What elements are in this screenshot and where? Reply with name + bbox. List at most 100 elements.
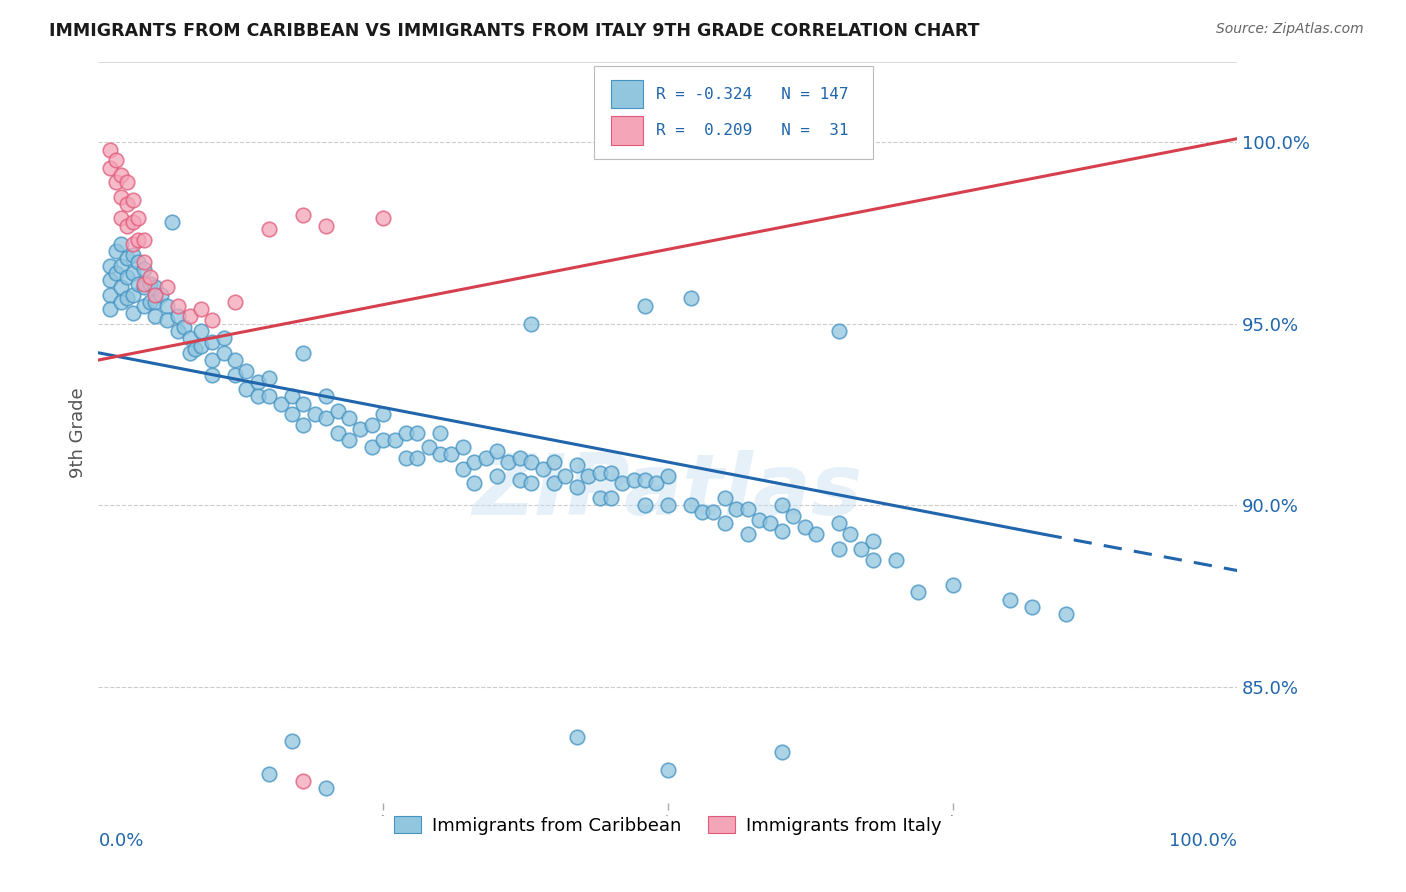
Point [246,389,269,403]
FancyBboxPatch shape [593,66,873,159]
Point [138,277,160,291]
Point [600,466,623,480]
Point [235,382,257,396]
Point [150,287,173,301]
Point [337,433,360,447]
Point [770,524,793,538]
Point [371,211,394,226]
Point [132,233,155,247]
Point [998,592,1021,607]
Point [554,469,576,483]
Point [498,455,520,469]
Point [132,262,155,277]
Point [121,215,143,229]
Point [190,338,212,352]
Point [132,299,155,313]
Point [304,408,326,422]
Point [839,527,862,541]
Point [201,313,224,327]
Point [429,425,451,440]
Point [156,280,179,294]
Point [565,480,588,494]
Point [395,425,418,440]
Point [714,516,737,531]
Point [770,498,793,512]
Point [451,462,474,476]
Point [360,440,382,454]
Point [531,462,554,476]
Point [884,552,907,566]
Point [184,342,207,356]
Point [406,425,429,440]
Point [782,509,804,524]
Point [828,516,851,531]
Point [98,302,121,317]
Text: 100.0%: 100.0% [1170,832,1237,850]
Point [127,277,149,291]
Point [440,447,463,461]
Point [281,408,304,422]
Point [634,498,657,512]
Point [98,287,121,301]
Point [474,450,496,465]
Point [98,143,121,157]
Point [162,215,184,229]
Text: R = -0.324   N = 147: R = -0.324 N = 147 [657,87,849,102]
Point [127,255,149,269]
Point [371,433,394,447]
Point [121,248,143,262]
Point [110,280,132,294]
Point [418,440,440,454]
Point [281,734,304,748]
Point [104,244,127,259]
Point [770,745,793,759]
Point [110,168,132,182]
Point [246,375,269,389]
Point [759,516,782,531]
Bar [612,117,643,145]
Point [645,476,668,491]
Point [292,418,315,433]
Y-axis label: 9th Grade: 9th Grade [69,387,87,478]
Point [115,291,138,305]
Point [384,433,406,447]
Point [190,324,212,338]
Point [138,269,160,284]
Point [315,781,337,796]
Point [104,175,127,189]
Point [121,236,143,251]
Point [463,476,485,491]
Point [132,255,155,269]
Point [121,287,143,301]
Point [115,219,138,233]
Point [115,197,138,211]
Point [145,287,167,301]
Point [520,476,543,491]
Point [565,731,588,745]
Point [406,450,429,465]
Point [520,317,543,331]
Point [371,408,394,422]
Point [623,473,645,487]
Point [828,541,851,556]
Point [634,299,657,313]
Point [737,527,759,541]
Point [942,578,965,592]
Point [127,211,149,226]
Point [156,299,179,313]
Point [235,364,257,378]
Point [588,491,610,505]
Text: R =  0.209   N =  31: R = 0.209 N = 31 [657,123,849,138]
Point [326,425,349,440]
Point [115,269,138,284]
Point [600,491,623,505]
Point [110,259,132,273]
Text: Source: ZipAtlas.com: Source: ZipAtlas.com [1216,22,1364,37]
Point [679,291,702,305]
Point [702,506,724,520]
Point [851,541,873,556]
Point [115,175,138,189]
Point [828,324,851,338]
Point [115,252,138,266]
Point [179,345,201,359]
